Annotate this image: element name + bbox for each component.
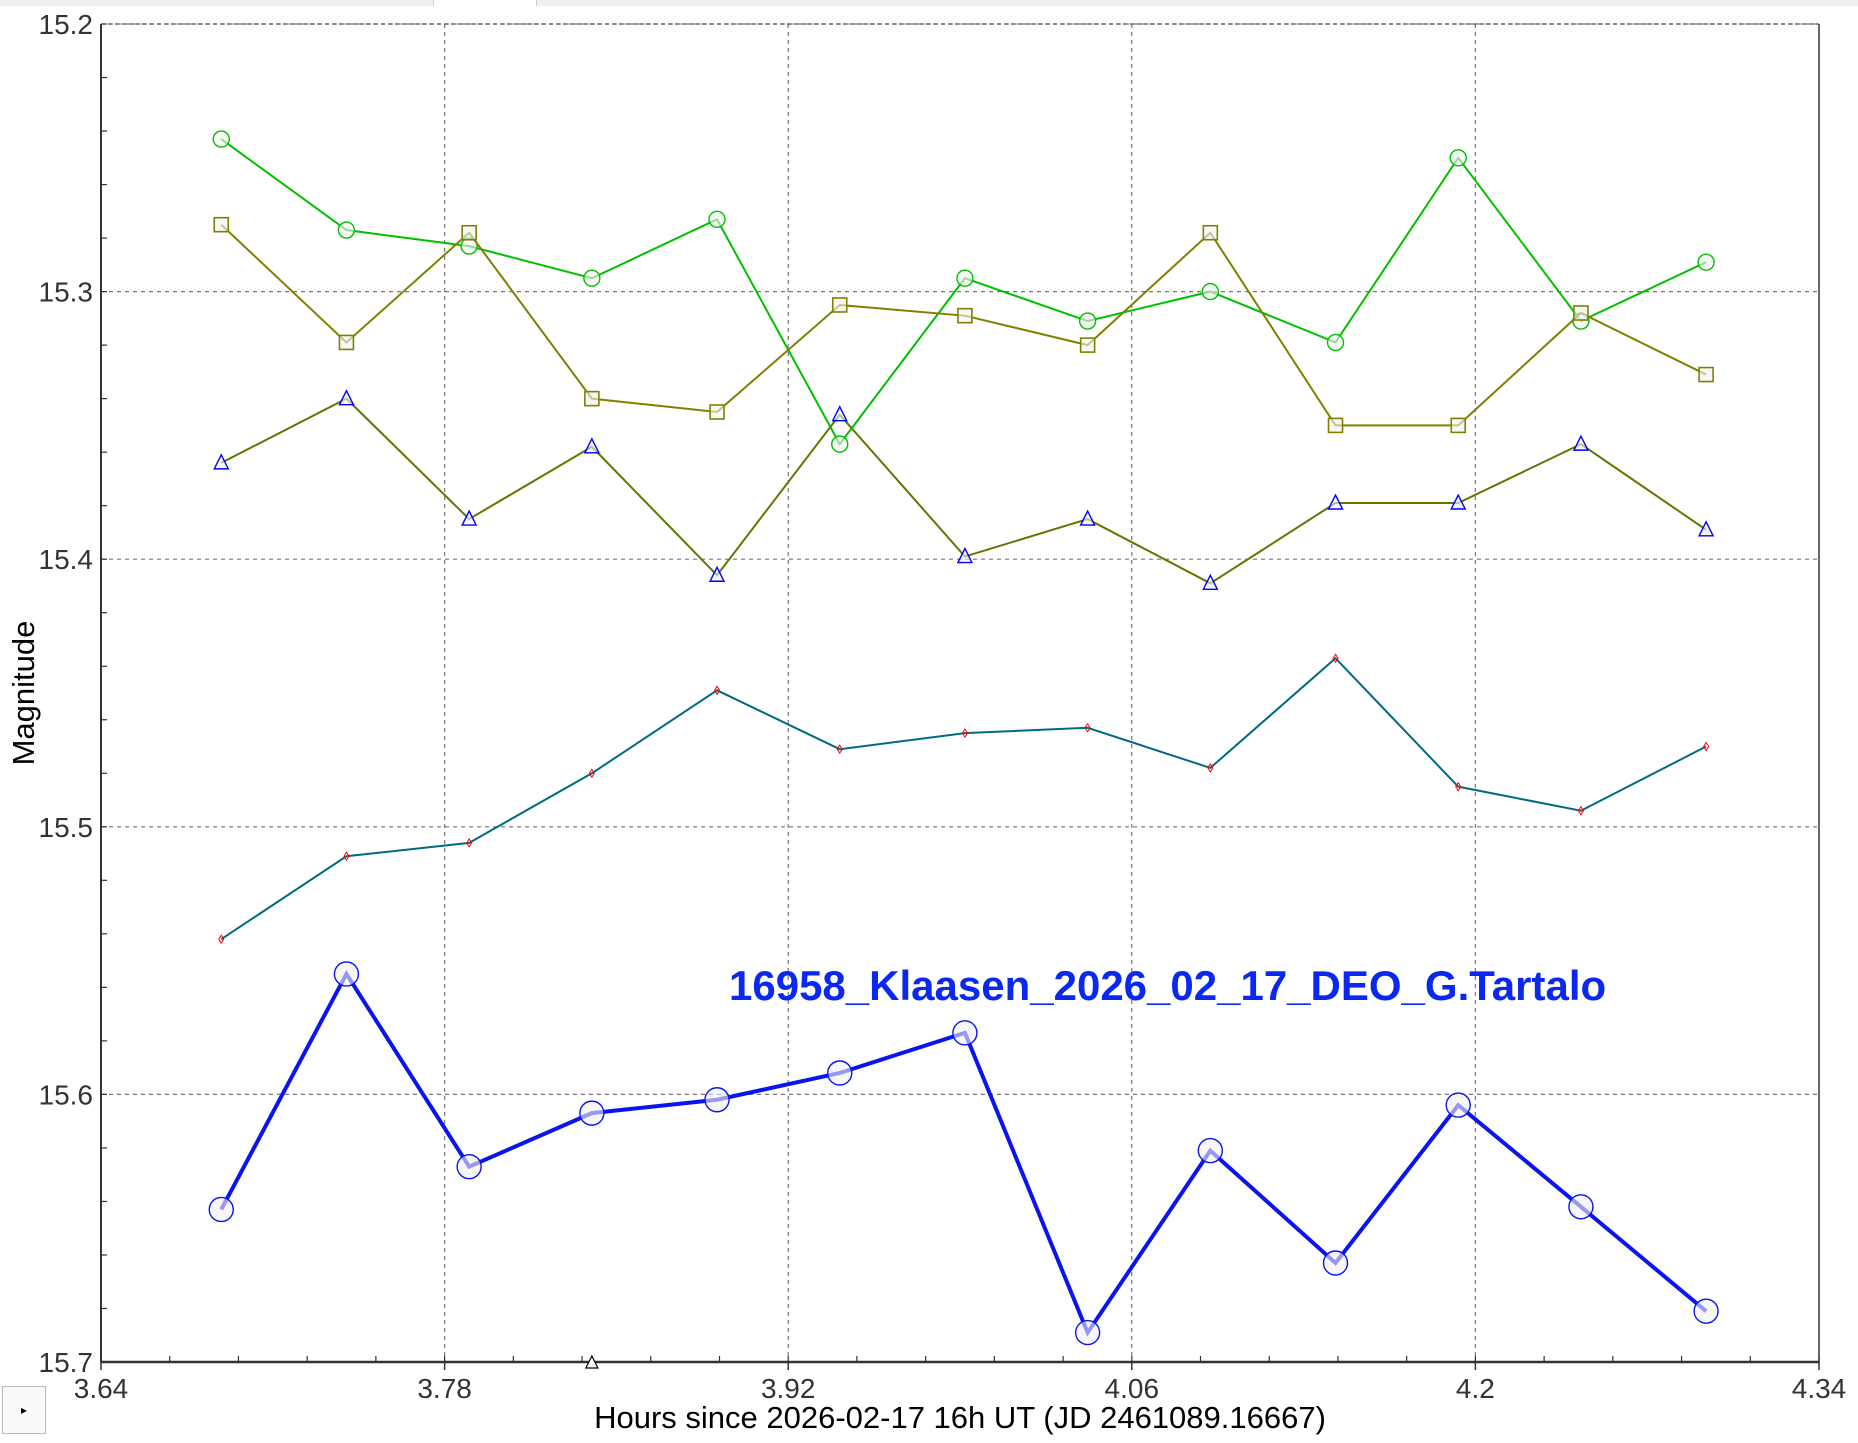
data-point [1455, 781, 1462, 792]
data-point [208, 1196, 234, 1223]
series-line [220, 223, 1707, 427]
series-line [220, 656, 1707, 941]
data-point [1697, 253, 1715, 271]
data-point [1084, 722, 1091, 733]
series-group [208, 130, 1719, 1346]
data-point [456, 1153, 482, 1180]
data-point [213, 453, 230, 470]
data-point [831, 297, 848, 313]
data-point [708, 565, 726, 582]
data-point [584, 390, 600, 407]
data-point [704, 1087, 730, 1113]
data-point [1450, 493, 1467, 510]
y-tick-label: 15.4 [39, 544, 94, 575]
data-point [218, 934, 225, 945]
x-tick-label: 4.2 [1456, 1373, 1495, 1404]
data-point [952, 1020, 978, 1046]
data-point [1449, 149, 1467, 167]
data-point [1202, 573, 1219, 590]
series-line [220, 138, 1707, 446]
data-point [1078, 312, 1097, 330]
x-tick-label: 3.64 [74, 1373, 129, 1404]
data-point [579, 1100, 605, 1126]
data-point [466, 837, 473, 848]
data-point [1568, 1194, 1594, 1220]
data-point [1698, 366, 1714, 383]
data-point [1207, 762, 1214, 773]
data-point [1327, 493, 1344, 510]
data-point [212, 130, 230, 148]
data-point [461, 224, 477, 241]
grid [101, 23, 1819, 1362]
data-point [836, 744, 843, 755]
data-point [588, 768, 595, 779]
tab-strip [0, 0, 1858, 6]
data-point [961, 728, 968, 739]
data-point [1202, 224, 1219, 241]
y-tick-label: 15.2 [39, 9, 94, 40]
data-point [1573, 305, 1589, 321]
data-point [708, 210, 726, 229]
data-point [956, 269, 974, 287]
data-point [461, 509, 478, 526]
data-point [709, 404, 725, 420]
tab[interactable] [433, 0, 537, 6]
y-tick-label: 15.6 [39, 1079, 94, 1110]
data-point [1703, 741, 1710, 752]
data-point [957, 307, 973, 324]
data-point [1693, 1298, 1719, 1324]
series-5 [208, 961, 1719, 1346]
axes: 3.64 3.78 3.92 4.06 4.2 4.34 15.2 15.3 15.4 15.5 1… [39, 9, 1847, 1404]
data-point [831, 405, 848, 422]
data-point [583, 437, 600, 454]
data-point [1079, 337, 1096, 353]
y-tick-label: 15.5 [39, 812, 94, 843]
chart-annotation: 16958_Klaasen_2026_02_17_DEO_G.Tartalo [729, 962, 1606, 1009]
data-point [338, 389, 355, 406]
y-tick-label: 15.3 [39, 277, 94, 308]
data-point [1572, 434, 1590, 451]
y-axis-label: Magnitude [6, 621, 41, 766]
series-4 [218, 653, 1710, 945]
data-point [827, 1060, 853, 1086]
data-point [1450, 417, 1467, 434]
axis-marker-triangle [584, 1354, 599, 1369]
data-point [1332, 653, 1339, 664]
x-tick-label: 4.06 [1105, 1373, 1160, 1404]
series-2 [213, 216, 1714, 434]
data-point [1445, 1092, 1471, 1118]
data-point [1326, 333, 1345, 352]
data-point [956, 546, 974, 564]
data-point [333, 961, 360, 987]
x-tick-label: 3.92 [761, 1373, 816, 1404]
data-point [583, 269, 601, 287]
data-point [831, 435, 849, 453]
data-point [1197, 1137, 1224, 1164]
data-point [1327, 417, 1344, 434]
data-point [213, 216, 230, 233]
y-tick-label: 15.7 [39, 1347, 94, 1378]
series-3 [213, 389, 1715, 590]
data-point [343, 851, 350, 862]
data-point [1697, 520, 1715, 537]
data-point [1322, 1250, 1349, 1276]
data-point [1577, 805, 1585, 816]
triangle-right-icon: ▸ [20, 1403, 28, 1417]
x-tick-label: 4.34 [1792, 1373, 1847, 1404]
data-point [337, 221, 356, 239]
x-tick-label: 3.78 [417, 1373, 472, 1404]
data-point [338, 334, 355, 351]
data-point [1201, 282, 1220, 301]
x-axis-label: Hours since 2026-02-17 16h UT (JD 246108… [594, 1400, 1326, 1435]
data-point [1074, 1319, 1101, 1346]
expand-panel-button[interactable]: ▸ [2, 1386, 46, 1434]
data-point [713, 685, 721, 696]
data-point [1079, 509, 1096, 526]
